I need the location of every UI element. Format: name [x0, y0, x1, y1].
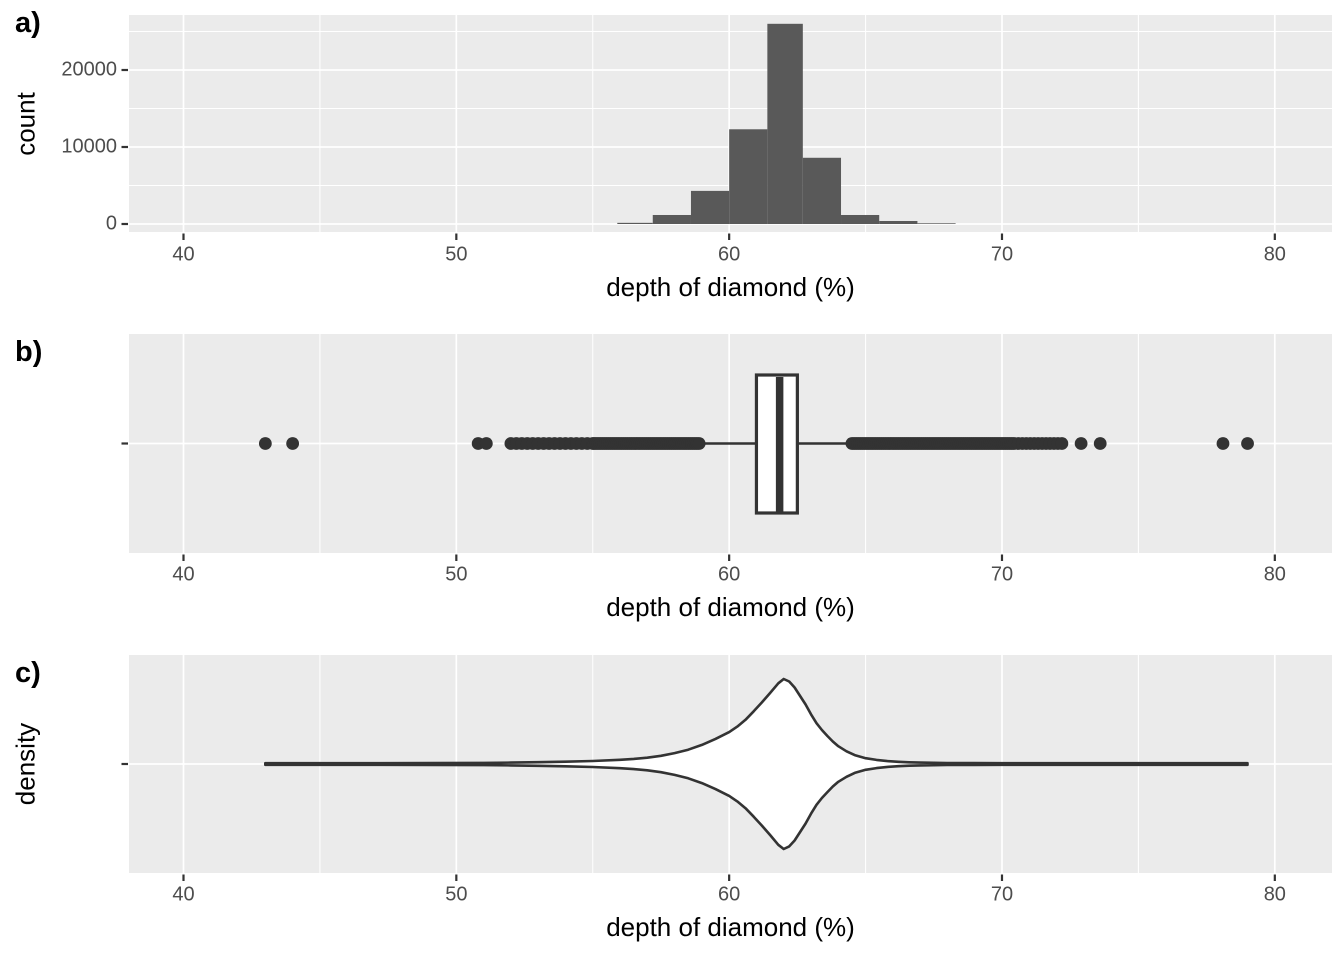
- panel-boxplot: b) depth of diamond (%) 40 50 60 70 80: [0, 320, 1344, 640]
- x-tick-label: 80: [1263, 243, 1286, 266]
- histogram-bar: [802, 157, 842, 224]
- histogram-bar: [729, 129, 768, 224]
- outlier-point: [1216, 437, 1230, 450]
- x-tick-label: 60: [718, 563, 741, 586]
- x-tick-label: 40: [172, 563, 195, 586]
- x-axis-title-c: depth of diamond (%): [606, 912, 855, 942]
- violin-outline: [264, 677, 1249, 851]
- outlier-point: [1074, 437, 1088, 450]
- y-tick-label: 0: [105, 212, 117, 235]
- histogram-bar: [690, 190, 730, 224]
- outlier-point: [1055, 437, 1069, 450]
- outlier-point: [258, 437, 272, 450]
- y-axis-title-count: count: [10, 92, 41, 156]
- panel-violin: c) density depth of diamond (%) 40 50 60 70…: [0, 640, 1344, 960]
- x-tick-label: 80: [1263, 563, 1286, 586]
- x-axis-title-b: depth of diamond (%): [606, 592, 855, 622]
- outlier-point: [479, 437, 493, 450]
- x-tick-label: 80: [1263, 883, 1286, 906]
- histogram-plot-area: [121, 15, 1332, 240]
- panel-label-a: a): [15, 7, 41, 39]
- panel-histogram: a) count depth of diamond (%) 40 50 60 70 80…: [0, 0, 1344, 320]
- outlier-point: [1093, 437, 1107, 450]
- boxplot-plot-area: [121, 334, 1332, 561]
- histogram-bar: [767, 23, 803, 224]
- panel-label-b: b): [15, 336, 43, 368]
- x-tick-label: 70: [990, 563, 1014, 586]
- violin-plot-area: [121, 655, 1332, 881]
- x-tick-label: 50: [445, 883, 468, 906]
- x-tick-label: 70: [990, 243, 1014, 266]
- histogram-bar: [652, 214, 691, 224]
- outlier-point: [692, 437, 706, 450]
- panel-label-c: c): [15, 657, 41, 689]
- outlier-point: [1241, 437, 1254, 450]
- x-tick-label: 40: [172, 243, 195, 266]
- x-tick-label: 60: [718, 243, 741, 266]
- histogram-bar: [917, 223, 956, 224]
- histogram-bar: [841, 214, 880, 224]
- y-axis-title-density: density: [10, 722, 41, 806]
- y-tick-label: 20000: [61, 58, 117, 81]
- x-tick-label: 50: [445, 243, 468, 266]
- x-tick-label: 60: [718, 883, 741, 906]
- histogram-bar: [879, 220, 918, 224]
- x-tick-label: 70: [990, 883, 1014, 906]
- x-tick-label: 50: [445, 563, 468, 586]
- outlier-point: [286, 437, 300, 450]
- x-axis-title-a: depth of diamond (%): [606, 272, 855, 302]
- x-tick-label: 40: [172, 883, 195, 906]
- y-tick-label: 10000: [61, 135, 117, 158]
- histogram-bar: [617, 222, 653, 224]
